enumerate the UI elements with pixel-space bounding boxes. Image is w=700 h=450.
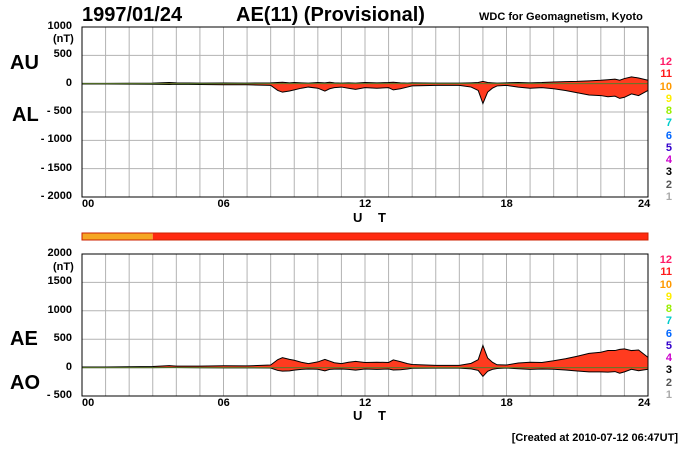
bottom-station-level-8: 8 — [665, 303, 672, 315]
top-unit-label: (nT) — [53, 33, 74, 45]
top-x-tick: 12 — [359, 198, 372, 210]
bottom-y-tick: - 500 — [46, 389, 72, 401]
bottom-station-level-7: 7 — [665, 315, 672, 328]
top-station-level-10: 10 — [659, 80, 672, 93]
top-station-level-4: 4 — [665, 154, 672, 166]
bottom-x-tick: 24 — [638, 397, 651, 409]
bottom-station-level-3: 3 — [665, 364, 672, 377]
top-station-level-8: 8 — [665, 105, 672, 117]
bottom-station-level-4: 4 — [665, 352, 672, 364]
station-status-bar — [81, 232, 649, 241]
bottom-x-axis-label: U T — [353, 408, 392, 423]
bottom-unit-label: (nT) — [53, 261, 74, 273]
bottom-panel — [81, 253, 649, 397]
top-station-level-6: 6 — [665, 129, 672, 142]
status-bar-frame — [81, 232, 649, 241]
top-panel — [81, 26, 649, 198]
bottom-station-level-1: 1 — [665, 388, 672, 401]
top-station-level-2: 2 — [665, 178, 672, 191]
bottom-station-level-12: 12 — [659, 254, 672, 266]
top-x-tick: 00 — [82, 198, 95, 210]
top-y-tick: 500 — [53, 48, 72, 61]
created-timestamp: [Created at 2010-07-12 06:47UT] — [511, 432, 678, 444]
status-segment-10 — [82, 233, 153, 240]
bottom-y-tick: 2000 — [47, 247, 72, 259]
top-station-level-9: 9 — [665, 92, 672, 105]
bottom-y-tick: 500 — [53, 332, 72, 345]
top-y-tick: - 2000 — [40, 190, 72, 202]
bottom-y-tick: 1000 — [47, 303, 72, 316]
top-y-tick: - 1000 — [40, 133, 72, 146]
top-frame — [81, 26, 649, 198]
bottom-station-level-2: 2 — [665, 376, 672, 389]
top-y-tick: - 1500 — [40, 161, 72, 174]
bottom-x-tick: 00 — [82, 397, 95, 409]
top-station-level-5: 5 — [665, 141, 672, 154]
bottom-station-level-9: 9 — [665, 290, 672, 303]
bottom-station-level-5: 5 — [665, 339, 672, 352]
bottom-station-level-10: 10 — [659, 278, 672, 291]
bottom-station-level-11: 11 — [660, 266, 672, 279]
top-station-level-3: 3 — [665, 166, 672, 179]
top-station-level-12: 12 — [659, 56, 672, 68]
institution-label: WDC for Geomagnetism, Kyoto — [479, 11, 643, 23]
top-x-axis-label: U T — [353, 210, 392, 225]
top-station-level-1: 1 — [665, 190, 672, 203]
bottom-station-level-6: 6 — [665, 327, 672, 340]
bottom-frame — [81, 253, 649, 397]
top-y-tick: 1000 — [47, 20, 72, 32]
bottom-x-tick: 18 — [500, 397, 513, 409]
top-y-tick: 0 — [65, 76, 72, 89]
au-label: AU — [10, 52, 39, 74]
top-station-level-7: 7 — [665, 117, 672, 130]
ao-label: AO — [10, 372, 40, 394]
top-station-level-11: 11 — [660, 68, 672, 81]
chart-title: AE(11) (Provisional) — [236, 4, 425, 26]
series-line-au — [82, 76, 649, 84]
series-line-ae — [82, 343, 649, 368]
al-label: AL — [12, 104, 39, 126]
top-x-tick: 06 — [217, 198, 230, 210]
ae-label: AE — [10, 328, 38, 350]
status-segment-11 — [152, 233, 648, 240]
series-line-al — [82, 83, 649, 105]
chart-date: 1997/01/24 — [82, 4, 183, 26]
top-x-tick: 18 — [500, 198, 513, 210]
top-y-tick: - 500 — [46, 105, 72, 117]
bottom-x-tick: 06 — [217, 397, 230, 409]
top-x-tick: 24 — [638, 198, 651, 210]
bottom-y-tick: 0 — [65, 360, 72, 373]
bottom-y-tick: 1500 — [47, 275, 72, 288]
bottom-x-tick: 12 — [359, 397, 372, 409]
